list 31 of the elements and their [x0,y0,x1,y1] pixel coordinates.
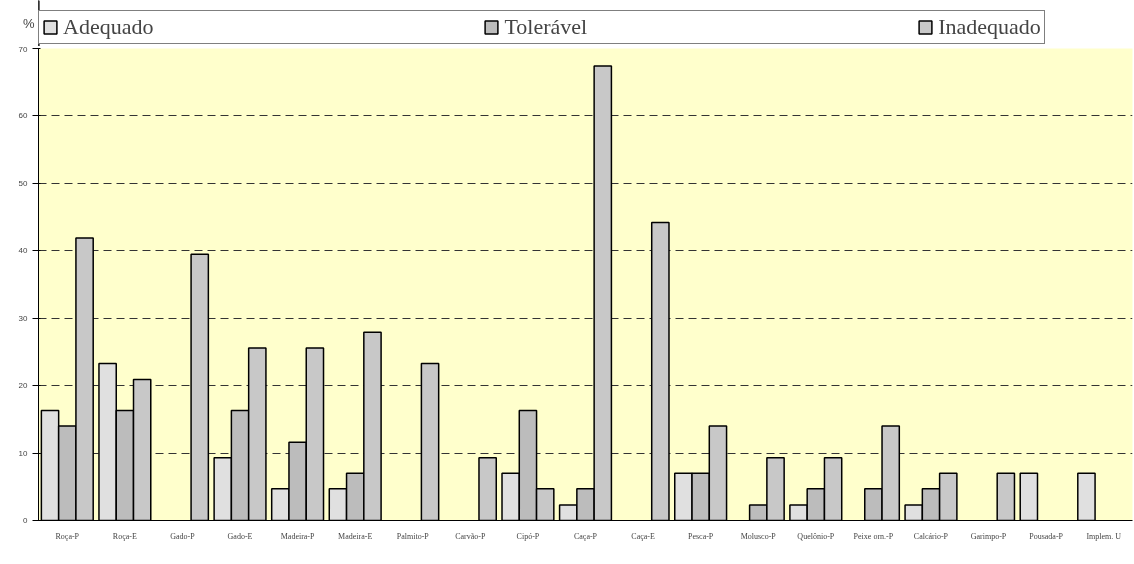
x-tick-label: Roça-E [112,531,137,541]
x-tick-label: Gado-P [170,531,196,541]
x-tick-label: Quelônio-P [797,531,835,541]
y-tick-label: 20 [18,381,29,391]
x-tick-label: Caça-E [631,531,655,541]
x-tick-label: Cipó-P [516,531,540,541]
x-tick-label: Garimpo-P [970,531,1007,541]
x-tick-label: Pesca-P [687,531,714,541]
x-tick-label: Calcário-P [913,531,949,541]
x-tick-label: Carvão-P [455,531,486,541]
legend-label: Adequado [63,14,154,40]
y-tick-label: 70 [18,44,29,54]
x-tick-label: Palmito-P [396,531,430,541]
x-tick-label: Madeira-P [280,531,316,541]
x-tick-label: Molusco-P [740,531,777,541]
y-axis-title: % [22,16,35,31]
legend-label: Inadequado [938,14,1041,40]
x-tick-label: Gado-E [227,531,253,541]
x-tick-label: Implem. U [1086,531,1122,541]
x-tick-label: Peixe orn.-P [853,531,894,541]
y-tick-label: 10 [18,448,29,458]
y-tick-label: 60 [18,111,29,121]
x-tick-label: Roça-P [55,531,80,541]
y-tick-label: 0 [23,516,29,525]
x-tick-label: Madeira-E [338,531,373,541]
y-tick-label: 30 [18,313,29,323]
x-tick-label: Caça-P [573,531,598,541]
y-tick-label: 50 [18,178,29,188]
x-tick-label: Pousada-P [1029,531,1064,541]
legend-label: Tolerável [504,14,588,40]
y-tick-label: 40 [18,246,29,256]
